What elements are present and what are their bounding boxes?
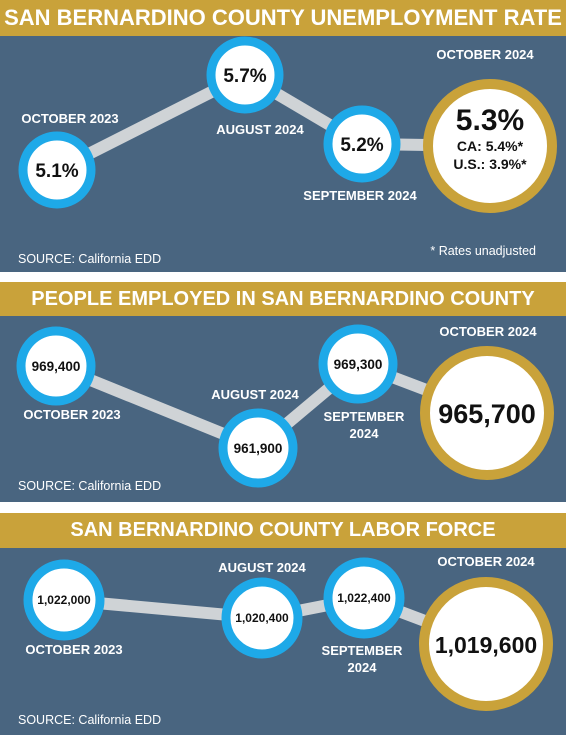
labor-force-title: SAN BERNARDINO COUNTY LABOR FORCE [0,513,566,548]
unemployment-label-oct-2023: OCTOBER 2023 [21,111,118,126]
labor-force-label-oct-2024: OCTOBER 2024 [437,554,535,569]
labor-force-label-sep-2024-line1: SEPTEMBER [322,643,404,658]
employed-label-oct-2024: OCTOBER 2024 [439,324,537,339]
employed-label-sep-2024-line2: 2024 [350,426,380,441]
labor-force-label-aug-2024: AUGUST 2024 [218,560,306,575]
unemployment-label-sep-2024: SEPTEMBER 2024 [303,188,417,203]
unemployment-value-sep-2024: 5.2% [340,135,383,156]
employed-label-oct-2023: OCTOBER 2023 [23,407,120,422]
employed-title: PEOPLE EMPLOYED IN SAN BERNARDINO COUNTY [0,282,566,316]
employed-chart: 969,400 961,900 969,300 965,700 OCTOBER … [16,324,554,493]
labor-force-point-oct-2023 [23,559,105,641]
unemployment-value-oct-2023: 5.1% [35,161,78,182]
labor-force-chart: 1,022,000 1,020,400 1,022,400 1,019,600 … [18,554,553,727]
labor-force-point-sep-2024 [323,557,405,639]
employed-label-sep-2024-line1: SEPTEMBER [324,409,406,424]
unemployment-point-oct-2024 [423,79,557,213]
employed-value-oct-2023: 969,400 [32,359,81,374]
unemployment-point-aug-2024 [206,36,284,114]
labor-force-value-oct-2024: 1,019,600 [435,632,537,658]
unemployment-chart: 5.1% 5.7% 5.2% 5.3% CA: 5.4%* U.S.: 3.9%… [18,36,557,266]
labor-force-value-sep-2024: 1,022,400 [337,591,391,605]
employed-point-oct-2023 [16,326,96,406]
unemployment-label-aug-2024: AUGUST 2024 [216,122,304,137]
employed-label-aug-2024: AUGUST 2024 [211,387,299,402]
labor-force-value-oct-2023: 1,022,000 [37,593,91,607]
employed-source: SOURCE: California EDD [18,479,161,493]
labor-force-point-oct-2024 [419,577,553,711]
unemployment-source: SOURCE: California EDD [18,252,161,266]
unemployment-value-oct-2024: 5.3% [456,104,524,137]
labor-force-value-aug-2024: 1,020,400 [235,611,289,625]
employed-point-oct-2024 [420,346,554,480]
unemployment-callout-us: U.S.: 3.9%* [453,156,527,172]
employed-value-oct-2024: 965,700 [438,399,536,429]
unemployment-point-sep-2024 [323,105,401,183]
unemployment-title: SAN BERNARDINO COUNTY UNEMPLOYMENT RATE [0,0,566,36]
labor-force-point-aug-2024 [221,577,303,659]
unemployment-footnote: * Rates unadjusted [430,244,536,258]
unemployment-label-oct-2024: OCTOBER 2024 [436,47,534,62]
employed-point-sep-2024 [318,324,398,404]
employed-value-aug-2024: 961,900 [234,441,283,456]
employed-value-sep-2024: 969,300 [334,357,383,372]
unemployment-value-aug-2024: 5.7% [223,66,266,87]
unemployment-callout-ca: CA: 5.4%* [457,138,524,154]
labor-force-source: SOURCE: California EDD [18,713,161,727]
labor-force-label-oct-2023: OCTOBER 2023 [25,642,122,657]
employed-point-aug-2024 [218,408,298,488]
unemployment-point-oct-2023 [18,131,96,209]
labor-force-label-sep-2024-line2: 2024 [348,660,378,675]
